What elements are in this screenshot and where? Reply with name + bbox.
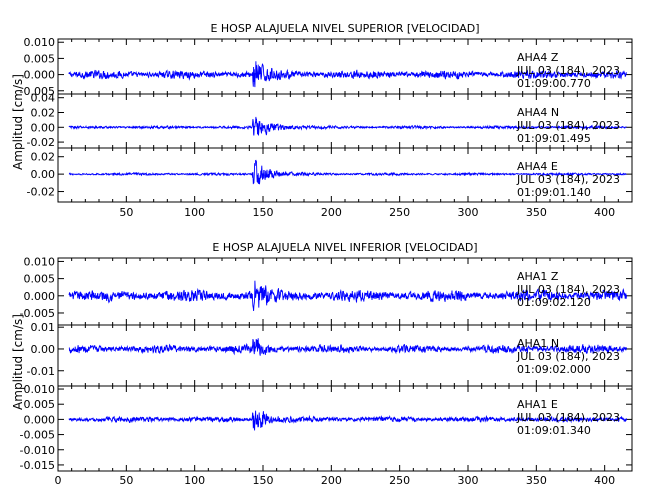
- x-tick-label: 350: [526, 206, 547, 219]
- y-axis-label-inferior: Amplitud [cm/s]: [11, 314, 25, 410]
- y-tick-label: -0.015: [20, 459, 55, 472]
- x-tick-label: 250: [389, 206, 410, 219]
- x-tick-label: 150: [253, 206, 274, 219]
- x-tick-label: 250: [389, 474, 410, 487]
- channel-station-label: AHA4 Z: [517, 51, 559, 64]
- y-tick-label: 0.005: [24, 52, 56, 65]
- x-tick-label: 200: [321, 474, 342, 487]
- waveform-trace: [68, 410, 627, 431]
- channel-AHA1-E: 0.010 0.005 0.000 -0.005 -0.010 -0.015 AHA1 EJ…: [20, 383, 633, 472]
- x-tick-label: 150: [253, 474, 274, 487]
- waveform-trace: [68, 338, 627, 356]
- x-tick-label: 400: [594, 206, 615, 219]
- y-tick-label: -0.010: [20, 444, 55, 457]
- y-tick-label: -0.005: [20, 307, 55, 320]
- y-tick-label: -0.02: [27, 186, 55, 199]
- channel-station-label: AHA1 N: [517, 337, 559, 350]
- x-tick-label: 200: [321, 206, 342, 219]
- y-tick-label: 0.005: [24, 398, 56, 411]
- x-axis-superior: 50 100 150 200 250 300 350 400: [57, 39, 633, 219]
- y-tick-label: 0.000: [24, 69, 56, 82]
- channel-station-label: AHA4 N: [517, 106, 559, 119]
- y-tick-label: 0.02: [31, 106, 56, 119]
- channel-time-label: 01:09:01.495: [517, 132, 591, 145]
- y-tick-label: 0.000: [24, 290, 56, 303]
- channel-station-label: AHA1 Z: [517, 270, 559, 283]
- x-tick-label: 50: [119, 474, 133, 487]
- panel-title-inferior: E HOSP ALAJUELA NIVEL INFERIOR [VELOCIDA…: [212, 241, 477, 254]
- y-tick-label: 0.00: [31, 343, 56, 356]
- channel-date-label: JUL 03 (184), 2023: [516, 64, 620, 77]
- x-tick-label: 300: [458, 206, 479, 219]
- waveform-trace: [68, 61, 627, 88]
- panel-superior: E HOSP ALAJUELA NIVEL SUPERIOR [VELOCIDA…: [11, 22, 633, 219]
- channel-station-label: AHA1 E: [517, 398, 558, 411]
- x-tick-label: 100: [184, 206, 205, 219]
- y-tick-label: 0.010: [24, 36, 56, 49]
- y-tick-label: 0.01: [31, 321, 56, 334]
- y-tick-label: 0.005: [24, 273, 56, 286]
- y-tick-label: 0.010: [24, 383, 56, 396]
- y-tick-label: 0.00: [31, 168, 56, 181]
- channel-time-label: 01:09:02.000: [517, 363, 591, 376]
- x-tick-label: 0: [55, 474, 62, 487]
- y-tick-label: -0.01: [27, 365, 55, 378]
- channel-station-label: AHA4 E: [517, 160, 558, 173]
- y-tick-label: 0.010: [24, 255, 56, 268]
- x-axis-inferior: 0 50 100 150 200 250 300 350 400: [55, 258, 633, 487]
- waveform-trace: [68, 280, 627, 312]
- channel-time-label: 01:09:01.140: [517, 186, 591, 199]
- y-tick-label: 0.04: [31, 92, 56, 105]
- channel-date-label: JUL 03 (184), 2023: [516, 411, 620, 424]
- panel-inferior: E HOSP ALAJUELA NIVEL INFERIOR [VELOCIDA…: [11, 241, 633, 487]
- waveform-trace: [68, 116, 627, 136]
- channel-time-label: 01:09:01.340: [517, 424, 591, 437]
- channel-date-label: JUL 03 (184), 2023: [516, 173, 620, 186]
- y-tick-label: 0.00: [31, 121, 56, 134]
- y-tick-label: -0.02: [27, 136, 55, 149]
- y-tick-label: -0.005: [20, 85, 55, 98]
- y-tick-label: 0.02: [31, 151, 56, 164]
- channel-time-label: 01:09:00.770: [517, 77, 591, 90]
- x-tick-label: 400: [594, 474, 615, 487]
- channel-date-label: JUL 03 (184), 2023: [516, 119, 620, 132]
- y-axis-label-superior: Amplitud [cm/s]: [11, 74, 25, 170]
- x-tick-label: 300: [458, 474, 479, 487]
- y-tick-label: 0.000: [24, 413, 56, 426]
- x-tick-label: 50: [119, 206, 133, 219]
- x-tick-label: 350: [526, 474, 547, 487]
- panel-title-superior: E HOSP ALAJUELA NIVEL SUPERIOR [VELOCIDA…: [210, 22, 479, 35]
- channel-date-label: JUL 03 (184), 2023: [516, 350, 620, 363]
- waveform-trace: [68, 159, 627, 185]
- channel-date-label: JUL 03 (184), 2023: [516, 283, 620, 296]
- channel-time-label: 01:09:02.120: [517, 296, 591, 309]
- x-tick-label: 100: [184, 474, 205, 487]
- y-tick-label: -0.005: [20, 429, 55, 442]
